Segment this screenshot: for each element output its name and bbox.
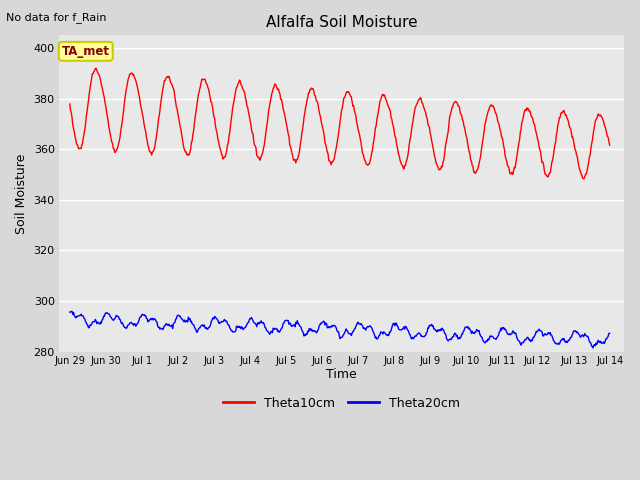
Text: No data for f_Rain: No data for f_Rain [6,12,107,23]
Text: TA_met: TA_met [62,45,110,58]
Title: Alfalfa Soil Moisture: Alfalfa Soil Moisture [266,15,417,30]
Legend: Theta10cm, Theta20cm: Theta10cm, Theta20cm [218,392,465,415]
Y-axis label: Soil Moisture: Soil Moisture [15,153,28,234]
X-axis label: Time: Time [326,369,357,382]
